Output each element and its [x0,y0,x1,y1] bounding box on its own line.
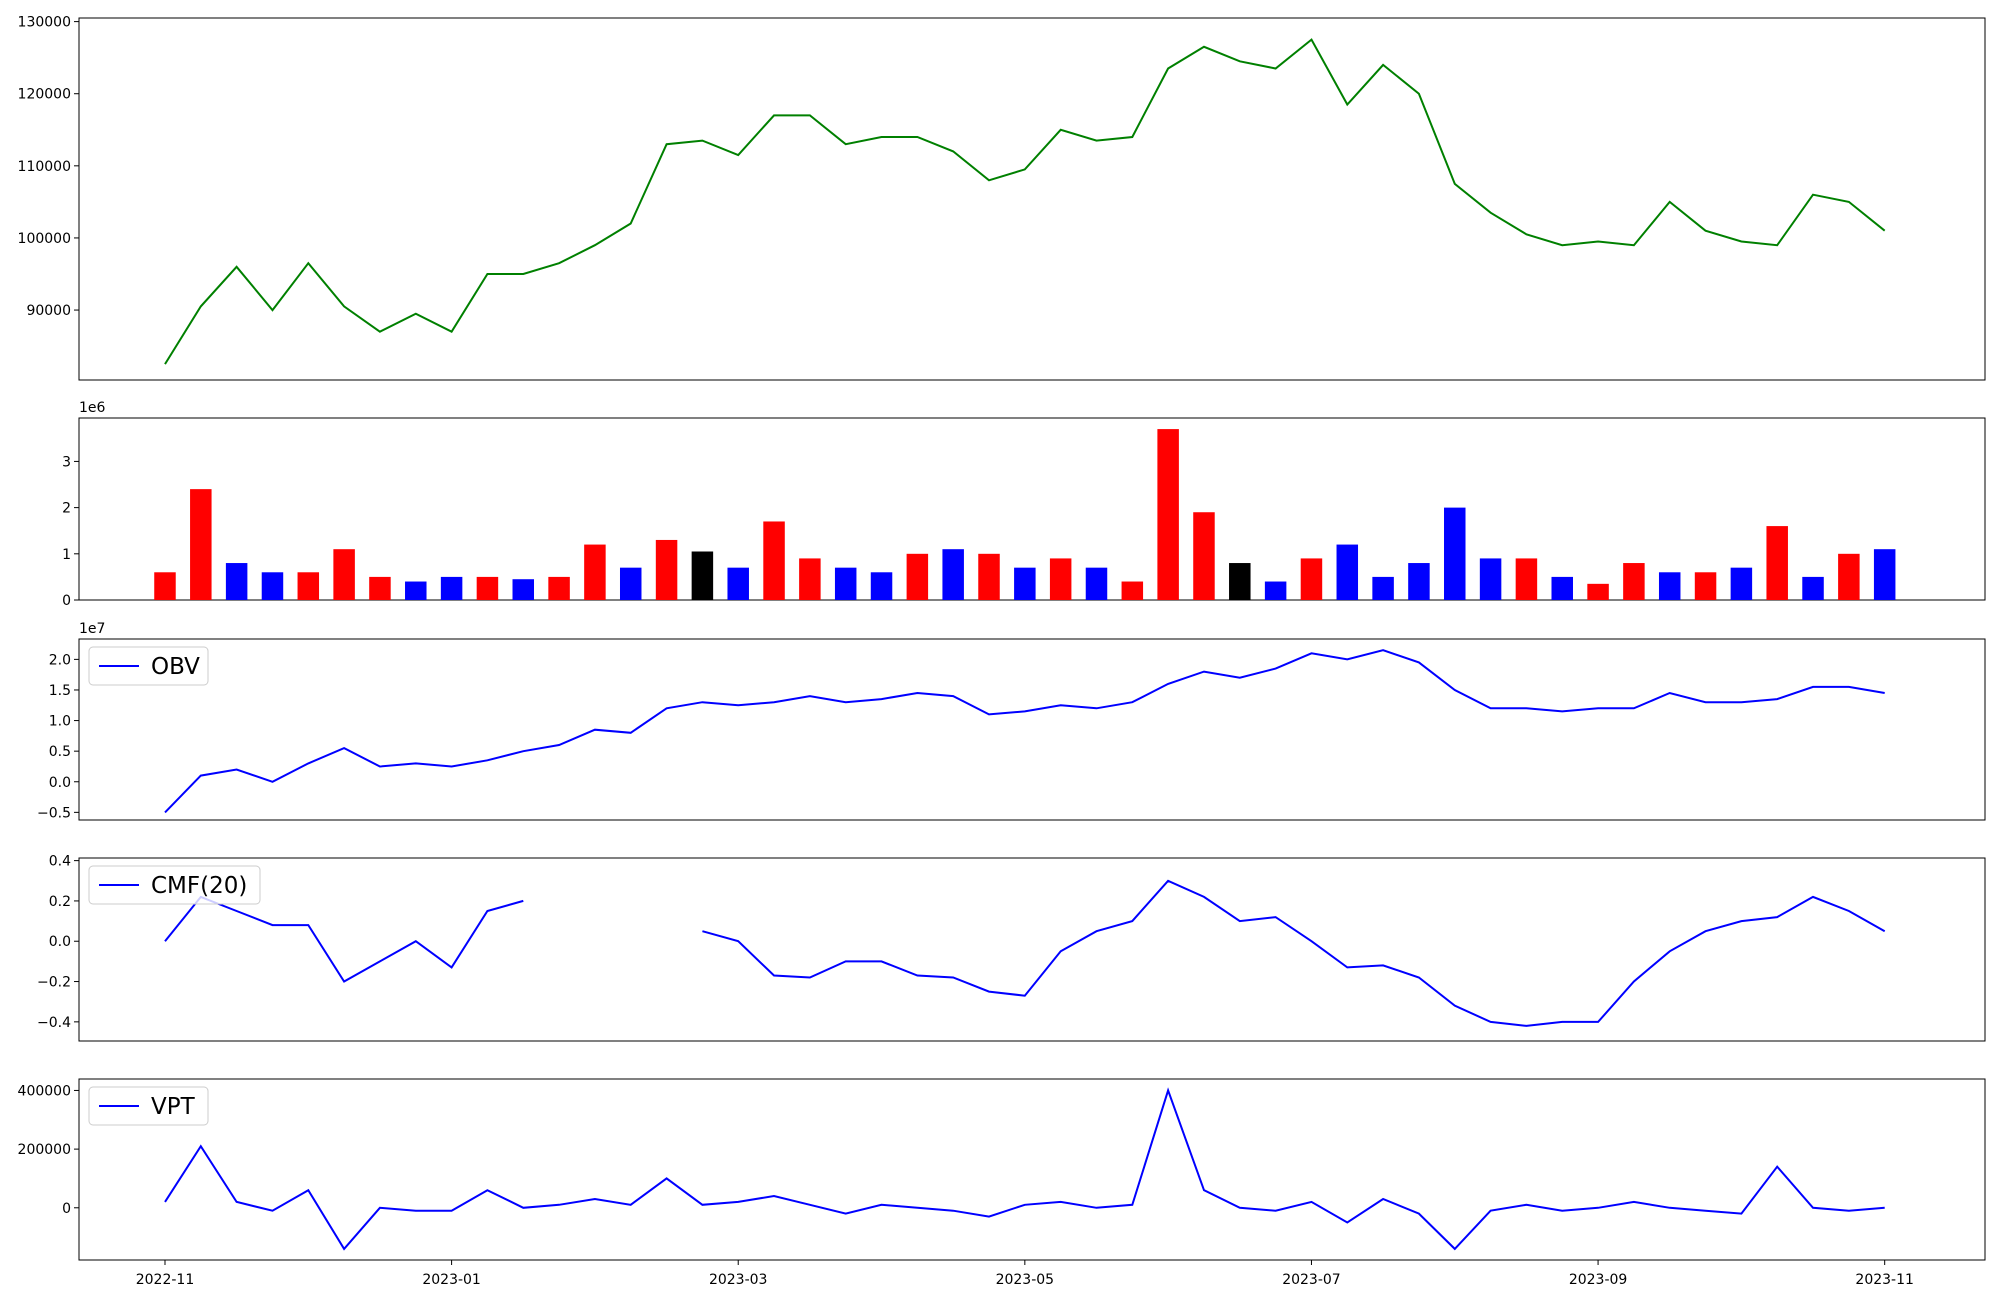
x-tick-label: 2023-07 [1282,1272,1341,1288]
volume-bar [1372,576,1394,600]
offset-text: 1e6 [79,400,106,416]
volume-bar [1157,429,1179,600]
volume-bar [1121,581,1144,600]
volume-bar [405,581,427,600]
legend-label: OBV [151,654,200,680]
y-tick-label: 0.4 [49,854,71,870]
volume-bar [225,563,248,600]
volume-bar [1873,549,1896,600]
y-tick-label: −0.2 [37,975,71,991]
volume-bar [1049,558,1072,600]
series-line [164,649,1885,814]
volume-bar [1408,563,1430,600]
y-tick-label: 130000 [18,15,71,31]
volume-bar [1766,526,1788,600]
y-tick-label: 3 [62,454,71,470]
y-tick-label: 90000 [26,303,71,319]
panel [78,17,1986,381]
x-tick-label: 2022-11 [136,1272,195,1288]
volume-bar [1336,544,1359,600]
volume-bar [1444,507,1466,600]
legend-box [88,646,209,686]
y-tick-label: 0 [62,1201,71,1217]
y-tick-label: 1.0 [49,714,71,730]
volume-bar [1623,563,1645,600]
y-tick-label: 1.5 [49,683,71,699]
x-tick-label: 2023-09 [1569,1272,1628,1288]
y-tick-label: 0.0 [49,775,71,791]
volume-bar [1694,572,1717,600]
volume-bar [1838,553,1860,600]
volume-bar [763,521,785,600]
offset-text: 1e7 [79,621,105,637]
volume-bar [333,549,355,600]
legend-box [88,1086,209,1126]
volume-bar [1193,512,1215,600]
volume-bar [476,576,499,600]
volume-bar [297,572,320,600]
volume-bar [1587,583,1609,600]
series-line [164,38,1886,365]
volume-bar [154,572,176,600]
x-tick-label: 2023-03 [709,1272,768,1288]
y-tick-label: 120000 [18,87,71,103]
y-tick-label: 200000 [18,1142,71,1158]
volume-bar [906,553,929,600]
y-tick-label: 0.0 [49,934,71,950]
volume-bar [1658,572,1681,600]
y-tick-label: 2 [62,501,71,517]
y-tick-label: −0.4 [37,1015,71,1031]
series-line [164,1087,1885,1251]
y-tick-label: −0.5 [37,805,71,821]
legend-label: CMF(20) [151,873,247,899]
y-tick-label: 0.5 [49,744,71,760]
legend-label: VPT [151,1094,196,1120]
volume-bar [440,576,463,600]
volume-bar [727,567,749,600]
volume-bar [978,553,1000,600]
volume-bar [691,551,714,600]
y-tick-label: 400000 [18,1083,71,1099]
volume-bar [1479,558,1502,600]
x-tick-label: 2023-01 [422,1272,481,1288]
y-tick-label: 1 [62,547,71,563]
volume-bar [1014,567,1036,600]
volume-bar [1264,581,1287,600]
volume-bar [584,544,606,600]
x-tick-label: 2023-05 [996,1272,1055,1288]
volume-bar [942,549,964,600]
y-tick-label: 0.2 [49,894,71,910]
volume-bar [870,572,893,600]
volume-bar [261,572,284,600]
volume-bar [655,539,678,600]
panel [78,638,1986,821]
volume-bar [1802,576,1824,600]
volume-bar [1730,567,1753,600]
volume-bar [190,489,212,600]
panel [78,857,1986,1042]
volume-bar [1515,558,1538,600]
volume-bar [834,567,857,600]
volume-bar [619,567,642,600]
y-tick-label: 110000 [18,159,71,175]
x-tick-label: 2023-11 [1855,1272,1914,1288]
legend-box [88,865,261,905]
volume-bar [1300,558,1323,600]
volume-bar [1229,563,1251,600]
volume-bar [1551,576,1573,600]
y-tick-label: 100000 [18,231,71,247]
y-tick-label: 2.0 [49,652,71,668]
volume-bar [512,579,535,600]
y-tick-label: 0 [62,593,71,609]
volume-bar [799,558,821,600]
panel [78,1078,1986,1261]
series-line [164,879,1886,1027]
volume-bar [1085,567,1108,600]
volume-bar [548,576,570,600]
volume-bar [369,576,391,600]
